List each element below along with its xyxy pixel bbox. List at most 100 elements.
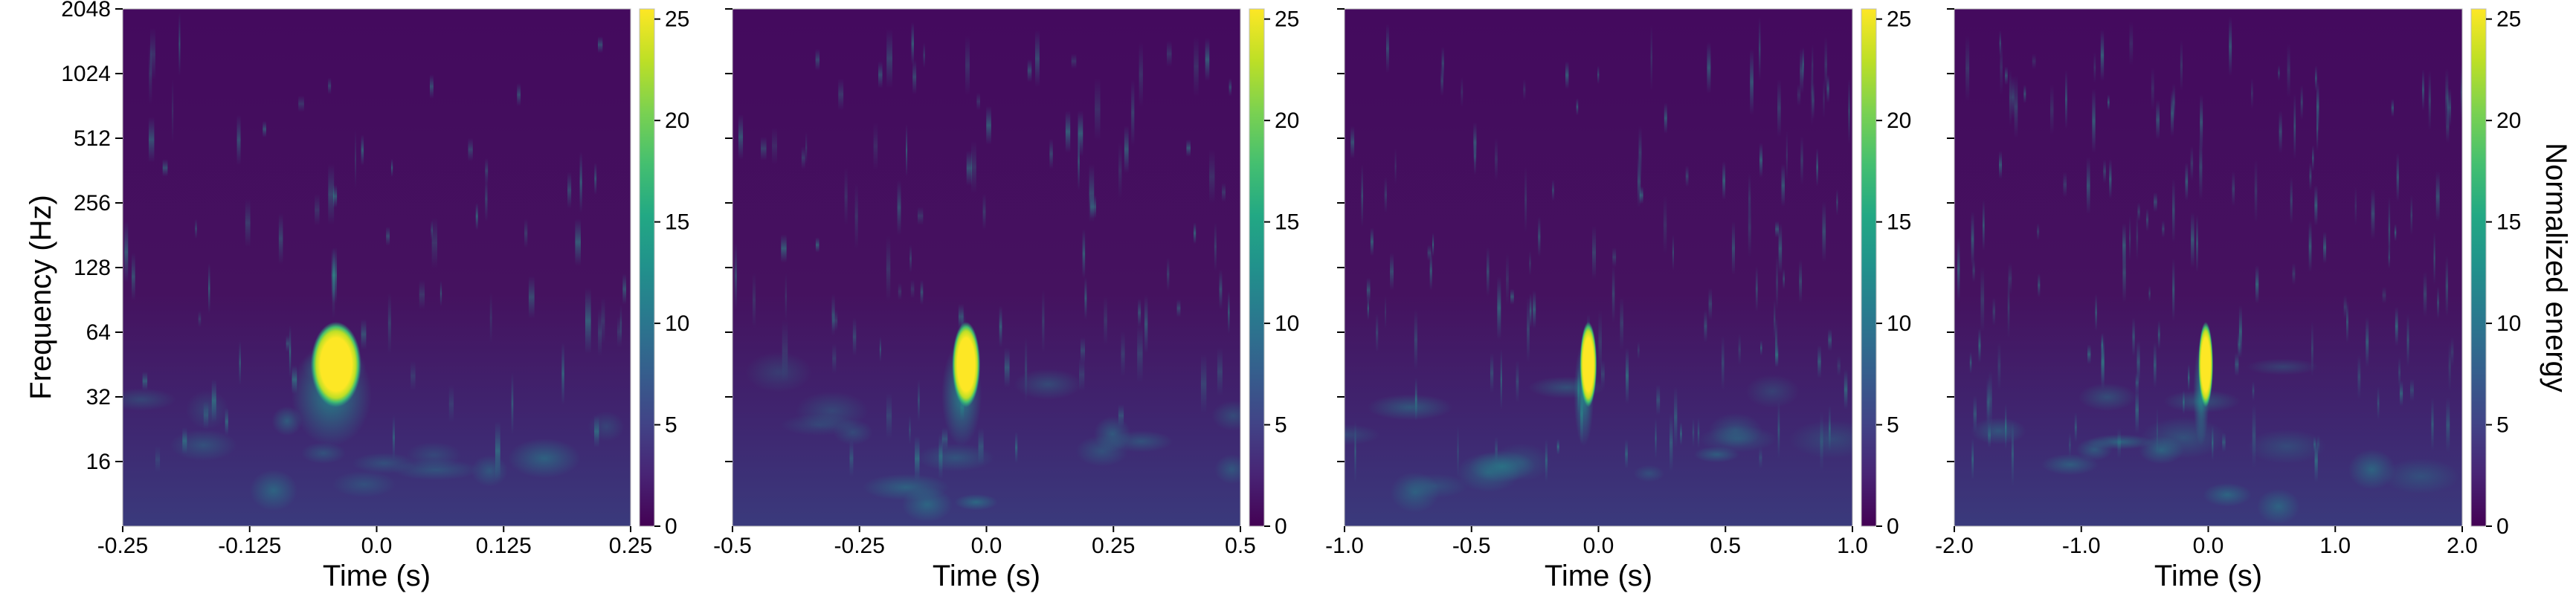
y-tick-label: 256 [74, 191, 111, 216]
noise-streak [2154, 192, 2157, 213]
noise-blob [916, 444, 995, 472]
colorbar [640, 9, 654, 526]
noise-streak [579, 152, 582, 213]
noise-streak [873, 123, 878, 169]
noise-streak [752, 272, 756, 328]
noise-streak [1131, 80, 1135, 146]
colorbar-tick-label: 15 [1275, 210, 1299, 235]
x-tick-label: -0.25 [834, 534, 885, 558]
noise-streak [597, 36, 603, 54]
noise-streak [1533, 290, 1536, 329]
noise-streak [2371, 188, 2375, 239]
noise-streak [1551, 179, 1554, 201]
noise-streak [2312, 145, 2314, 172]
x-tick-label: -2.0 [1935, 534, 1974, 558]
noise-streak [761, 136, 767, 161]
noise-streak [1638, 126, 1642, 180]
noise-streak [906, 124, 908, 177]
colorbar-tick-label: 10 [1275, 311, 1299, 336]
noise-streak [2309, 162, 2312, 191]
x-tick-label: 0.0 [971, 534, 1002, 558]
x-tick-label: -0.25 [97, 534, 148, 558]
noise-streak [1523, 79, 1526, 100]
noise-blob [745, 352, 812, 393]
noise-streak [2232, 171, 2235, 207]
noise-streak [1529, 293, 1532, 328]
noise-streak [1506, 253, 1509, 305]
noise-streak [2428, 70, 2431, 131]
x-tick-label: 0.5 [1225, 534, 1256, 558]
noise-blob [1971, 417, 2026, 444]
x-tick-label: 0.0 [1583, 534, 1614, 558]
noise-streak [785, 272, 788, 321]
noise-blob [332, 470, 396, 498]
noise-streak [1969, 352, 1972, 374]
noise-streak [879, 337, 881, 362]
noise-streak [2188, 363, 2190, 392]
noise-streak [355, 129, 357, 189]
noise-blob [1109, 430, 1173, 453]
noise-streak [1844, 369, 1848, 410]
colorbar [1861, 9, 1876, 526]
noise-blob [2041, 453, 2099, 476]
noise-streak [2108, 94, 2110, 111]
noise-streak [2252, 404, 2256, 468]
colorbar-tick-label: 5 [1887, 413, 1899, 438]
noise-streak [2137, 340, 2140, 385]
noise-streak [2101, 332, 2105, 390]
colorbar-tick-label: 5 [665, 413, 677, 438]
noise-streak [1663, 195, 1667, 255]
noise-streak [2011, 76, 2015, 119]
noise-streak [886, 392, 892, 439]
noise-blob [249, 469, 298, 511]
noise-streak [386, 226, 390, 246]
noise-blob [1211, 400, 1240, 431]
noise-streak [1186, 139, 1191, 157]
noise-blob [471, 455, 508, 487]
noise-blob [1693, 446, 1740, 463]
noise-streak [1490, 352, 1494, 393]
noise-streak [1972, 259, 1975, 282]
noise-streak [1004, 347, 1010, 388]
noise-streak [844, 167, 848, 226]
noise-streak [1524, 166, 1527, 233]
noise-streak [598, 308, 602, 357]
noise-streak [2235, 352, 2239, 377]
x-tick-label: 0.25 [1092, 534, 1135, 558]
noise-streak [1121, 331, 1125, 377]
noise-streak [622, 274, 627, 305]
noise-streak [517, 82, 521, 107]
noise-streak [2448, 340, 2451, 392]
noise-streak [1731, 221, 1735, 275]
noise-streak [1836, 189, 1838, 216]
noise-blob [587, 411, 625, 442]
signal-peak [310, 322, 361, 407]
noise-streak [1722, 161, 1726, 200]
colorbar-tick-label: 0 [2496, 514, 2509, 539]
noise-streak [1139, 42, 1143, 107]
noise-streak [1529, 250, 1531, 276]
noise-streak [2279, 110, 2282, 153]
noise-streak [155, 445, 161, 473]
noise-blob [2383, 458, 2460, 494]
noise-streak [263, 120, 267, 137]
noise-streak [489, 292, 492, 343]
noise-streak [2343, 294, 2347, 320]
noise-streak [2460, 65, 2462, 121]
noise-streak [475, 202, 478, 230]
colorbar-tick-label: 10 [2496, 311, 2521, 336]
noise-streak [815, 237, 820, 253]
noise-streak [2109, 159, 2112, 199]
noise-streak [1118, 141, 1122, 200]
noise-blob [1214, 454, 1240, 485]
noise-streak [2314, 184, 2318, 226]
x-tick-label: -1.0 [2062, 534, 2101, 558]
noise-streak [966, 150, 972, 187]
colorbar-tick-label: 20 [1887, 109, 1911, 133]
noise-streak [207, 263, 210, 314]
noise-streak [2172, 258, 2175, 321]
noise-streak [911, 22, 914, 65]
x-tick-label: 0.25 [609, 534, 652, 558]
noise-streak [286, 334, 289, 352]
x-tick-label: -0.5 [713, 534, 752, 558]
